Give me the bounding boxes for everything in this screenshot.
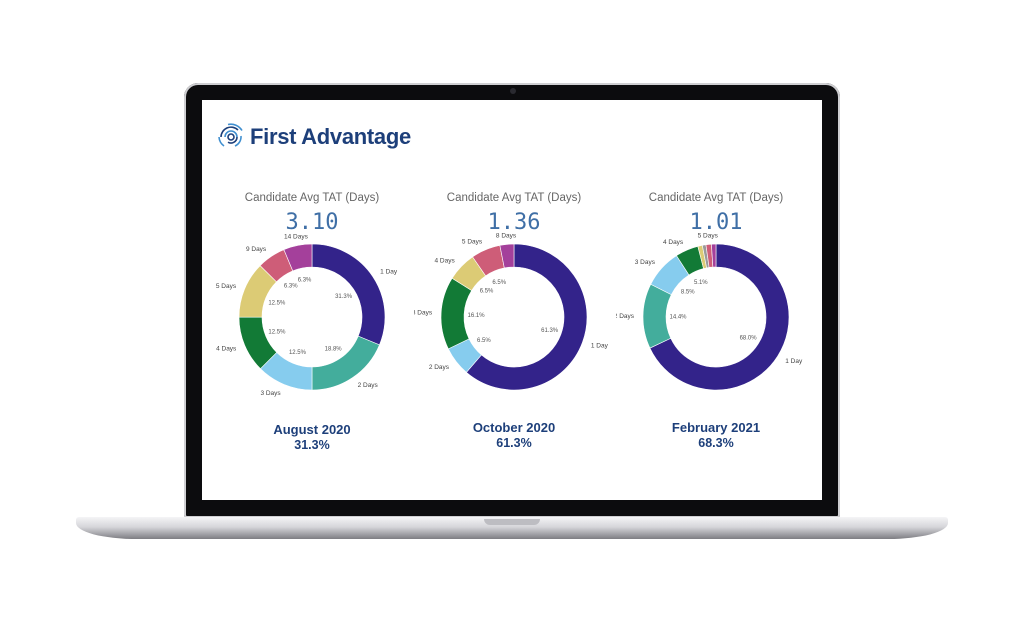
period-label: February 2021 (671, 420, 761, 435)
chart-title: Candidate Avg TAT (Days) (648, 192, 784, 204)
slice-category-label: 5 Days (698, 232, 719, 239)
fingerprint-icon (218, 123, 243, 147)
laptop-screen: First Advantage Candidate Avg TAT (Days)… (202, 100, 822, 500)
slice-category-label: 4 Days (663, 239, 684, 246)
donut-slice (499, 243, 515, 269)
slice-category-label: 2 Days (358, 382, 379, 389)
donut-svg: 31.3% 1 Day 18.8% 2 Days 12.5% 3 Days 12.5% 4 D… (216, 234, 398, 397)
avg-tat-value: 1.36 (487, 210, 541, 235)
slice-percent-label: 16.1% (468, 313, 486, 319)
slice-category-label: 2 Days (429, 364, 450, 371)
brand-name: First Advantage (250, 124, 411, 149)
slice-category-label: 9 Days (246, 246, 267, 253)
period-label: October 2020 (472, 420, 556, 435)
slice-category-label: 3 Days (635, 259, 656, 266)
donut-slice (283, 243, 313, 272)
donut-svg: 68.0% 1 Day 14.4% 2 Days 8.5% 3 Days 5.1% 4 Day… (616, 232, 803, 391)
camera-icon (510, 88, 516, 94)
laptop-notch (484, 519, 540, 525)
slice-percent-label: 12.5% (268, 330, 286, 336)
slice-category-label: 3 Days (260, 390, 281, 397)
slice-percent-label: 6.5% (492, 280, 506, 286)
slice-percent-label: 61.3% (541, 328, 559, 334)
slice-category-label: 8 Days (496, 232, 517, 239)
slice-category-label: 4 Days (435, 257, 456, 264)
period-percent: 31.3% (294, 438, 330, 452)
donut-svg: 61.3% 1 Day 6.5% 2 Days 16.1% 3 Days 6.5% 4 Day… (414, 232, 609, 391)
slice-category-label: 4 Days (216, 346, 237, 353)
slice-percent-label: 18.8% (325, 347, 343, 353)
slice-percent-label: 31.3% (335, 294, 353, 300)
donut-slice (465, 243, 588, 391)
slice-percent-label: 12.5% (268, 301, 286, 307)
slice-percent-label: 12.5% (289, 350, 307, 356)
slice-category-label: 3 Days (414, 310, 433, 317)
slice-percent-label: 8.5% (681, 290, 695, 296)
period-percent: 61.3% (496, 436, 532, 450)
brand-logo: First Advantage (216, 122, 411, 152)
donut-slice (711, 243, 717, 268)
slice-category-label: 1 Day (785, 358, 803, 365)
chart-title: Candidate Avg TAT (Days) (244, 192, 380, 204)
slice-category-label: 2 Days (616, 313, 635, 320)
slice-percent-label: 6.5% (477, 338, 491, 344)
laptop-base (76, 517, 948, 539)
period-label: August 2020 (273, 422, 351, 437)
slice-percent-label: 6.3% (284, 283, 298, 289)
slice-category-label: 1 Day (380, 268, 398, 275)
slice-category-label: 5 Days (462, 238, 483, 245)
slice-category-label: 14 Days (284, 234, 309, 241)
slice-percent-label: 6.3% (298, 278, 312, 284)
slice-percent-label: 14.4% (669, 315, 687, 321)
avg-tat-value: 1.01 (689, 210, 743, 235)
slice-category-label: 5 Days (216, 283, 237, 290)
avg-tat-value: 3.10 (285, 210, 339, 235)
slice-category-label: 1 Day (591, 343, 609, 350)
slice-percent-label: 6.5% (480, 289, 494, 295)
chart-title: Candidate Avg TAT (Days) (446, 192, 582, 204)
slice-percent-label: 68.0% (740, 335, 758, 341)
period-percent: 68.3% (698, 436, 734, 450)
slice-percent-label: 5.1% (694, 280, 708, 286)
donut-slice (642, 283, 672, 349)
donut-slice (649, 243, 790, 391)
